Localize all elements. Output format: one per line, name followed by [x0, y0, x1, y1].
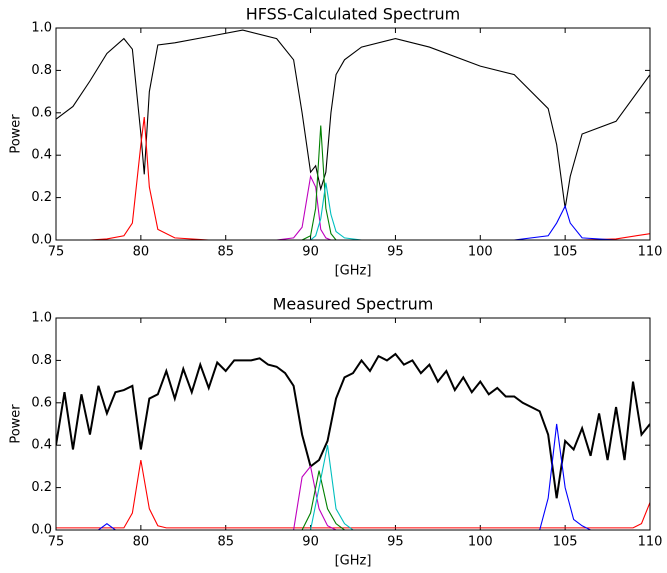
y-tick-label: 0.8 [31, 63, 52, 78]
x-tick-label: 75 [48, 245, 65, 260]
x-tick-label: 105 [553, 535, 578, 550]
series-line [56, 352, 650, 499]
y-tick-label: 0.0 [31, 523, 52, 538]
series-line [56, 470, 650, 530]
x-tick-label: 105 [553, 245, 578, 260]
x-tick-label: 80 [133, 535, 150, 550]
x-tick-label: 95 [387, 535, 404, 550]
series-line [56, 182, 650, 240]
series-line [56, 423, 650, 530]
chart-title: HFSS-Calculated Spectrum [246, 5, 461, 24]
y-tick-label: 0.6 [31, 395, 52, 410]
x-tick-label: 100 [468, 535, 493, 550]
series-line [56, 459, 650, 529]
y-tick-label: 0.6 [31, 105, 52, 120]
x-tick-label: 80 [133, 245, 150, 260]
series-line [56, 204, 650, 240]
series-line [56, 29, 650, 209]
x-tick-label: 90 [302, 245, 319, 260]
y-tick-label: 1.0 [31, 311, 52, 326]
x-tick-label: 85 [217, 245, 234, 260]
series-line [56, 116, 650, 240]
y-axis-label: Power [9, 114, 24, 154]
x-axis-label: [GHz] [335, 554, 372, 569]
chart-title: Measured Spectrum [273, 295, 434, 314]
plot-frame [55, 27, 651, 241]
x-tick-label: 110 [638, 245, 663, 260]
x-tick-label: 100 [468, 245, 493, 260]
y-tick-label: 0.4 [31, 438, 52, 453]
x-axis-label: [GHz] [335, 264, 372, 279]
plot-frame [55, 317, 651, 531]
y-axis-label: Power [9, 404, 24, 444]
x-tick-label: 110 [638, 535, 663, 550]
y-tick-label: 0.0 [31, 233, 52, 248]
x-tick-label: 85 [217, 535, 234, 550]
x-tick-label: 90 [302, 535, 319, 550]
y-tick-label: 0.2 [31, 480, 52, 495]
y-tick-label: 0.8 [31, 353, 52, 368]
x-tick-label: 95 [387, 245, 404, 260]
series-line [56, 174, 650, 240]
y-tick-label: 0.2 [31, 190, 52, 205]
y-tick-label: 1.0 [31, 21, 52, 36]
x-tick-label: 75 [48, 535, 65, 550]
series-line [56, 125, 650, 240]
y-tick-label: 0.4 [31, 148, 52, 163]
